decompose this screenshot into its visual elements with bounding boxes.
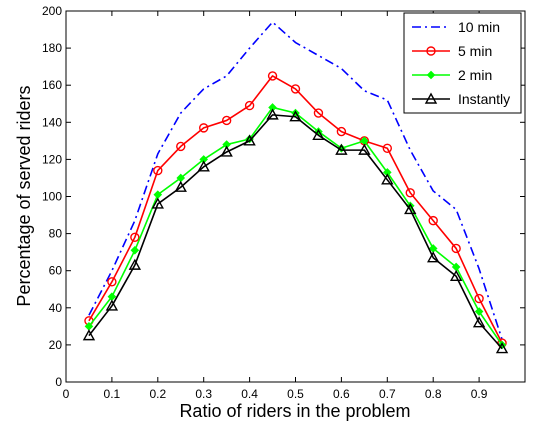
legend-label: 2 min xyxy=(458,67,492,83)
data-point xyxy=(312,128,325,140)
x-tick-label: 0.5 xyxy=(287,387,304,401)
data-point xyxy=(449,269,463,281)
data-point xyxy=(472,316,486,328)
x-tick-label: 0.9 xyxy=(471,387,488,401)
data-point xyxy=(105,299,119,311)
legend-marker xyxy=(426,46,436,56)
data-point xyxy=(313,108,324,118)
series-line xyxy=(88,75,503,344)
series-line xyxy=(88,21,503,340)
x-tick-label: 0.7 xyxy=(379,387,396,401)
data-point xyxy=(474,293,484,304)
data-point xyxy=(427,251,440,263)
y-tick-label: 20 xyxy=(49,338,63,352)
x-tick-label: 0.1 xyxy=(104,387,121,401)
legend-label: 5 min xyxy=(458,43,492,59)
data-point xyxy=(107,277,117,287)
data-point xyxy=(290,84,301,94)
data-point xyxy=(130,245,140,255)
data-point xyxy=(336,126,347,137)
legend-item: 10 min xyxy=(412,19,500,35)
legend-item: 5 min xyxy=(412,43,492,59)
x-tick-label: 0.6 xyxy=(333,387,350,401)
y-tick-label: 160 xyxy=(42,78,62,92)
series-10-min xyxy=(88,21,503,340)
data-point xyxy=(153,165,163,176)
y-tick-label: 80 xyxy=(49,227,63,241)
legend-marker xyxy=(426,70,436,80)
data-point xyxy=(267,71,278,81)
y-tick-label: 0 xyxy=(55,375,62,389)
data-point xyxy=(176,141,186,152)
legend-label: 10 min xyxy=(458,19,500,35)
data-point xyxy=(337,143,346,153)
data-point xyxy=(451,243,461,254)
x-tick-label: 0 xyxy=(63,387,70,401)
plot-area-frame xyxy=(65,10,526,383)
legend-label: Instantly xyxy=(458,91,510,107)
data-point xyxy=(82,329,96,341)
data-point xyxy=(428,215,438,226)
data-point xyxy=(358,143,371,155)
y-tick-label: 140 xyxy=(42,115,62,129)
data-point xyxy=(197,160,210,172)
legend: 10 min 5 min 2 min Instantly xyxy=(403,12,522,114)
data-point xyxy=(289,110,302,122)
y-tick-label: 120 xyxy=(42,152,62,166)
series-layer xyxy=(82,21,509,354)
data-point xyxy=(130,232,140,243)
axis-layer: 0 0.1 0.2 0.3 0.4 0.5 0.6 0.7 0.8 0.9 0 20 40 60 80 100… xyxy=(42,4,525,401)
data-point xyxy=(220,145,233,157)
data-point xyxy=(405,188,415,198)
y-tick-label: 100 xyxy=(42,190,62,204)
series-line xyxy=(88,114,503,350)
x-tick-label: 0.4 xyxy=(241,387,258,401)
data-point xyxy=(381,173,394,185)
data-point xyxy=(151,197,164,209)
data-point xyxy=(266,108,279,120)
data-point xyxy=(128,258,142,270)
legend-box xyxy=(403,12,522,114)
y-tick-label: 180 xyxy=(42,41,62,55)
data-point xyxy=(243,134,256,146)
data-point xyxy=(382,143,392,153)
x-tick-label: 0.2 xyxy=(149,387,166,401)
x-tick-label: 0.3 xyxy=(195,387,212,401)
legend-item: 2 min xyxy=(412,67,492,83)
data-point xyxy=(495,342,509,354)
data-point xyxy=(404,203,417,215)
data-point xyxy=(198,123,209,133)
y-tick-label: 200 xyxy=(42,4,62,18)
y-axis-label: Percentage of served riders xyxy=(14,85,34,306)
legend-item: Instantly xyxy=(412,91,510,107)
data-point xyxy=(174,180,187,192)
x-axis-label: Ratio of riders in the problem xyxy=(179,401,410,421)
data-point xyxy=(221,115,232,126)
data-point xyxy=(474,307,484,316)
y-tick-label: 60 xyxy=(49,264,63,278)
data-point xyxy=(335,143,348,155)
series-instantly xyxy=(82,108,509,354)
legend-marker xyxy=(424,92,438,104)
data-point xyxy=(244,100,255,111)
y-tick-label: 40 xyxy=(49,301,63,315)
x-tick-label: 0.8 xyxy=(425,387,442,401)
series-5-min xyxy=(84,71,507,348)
